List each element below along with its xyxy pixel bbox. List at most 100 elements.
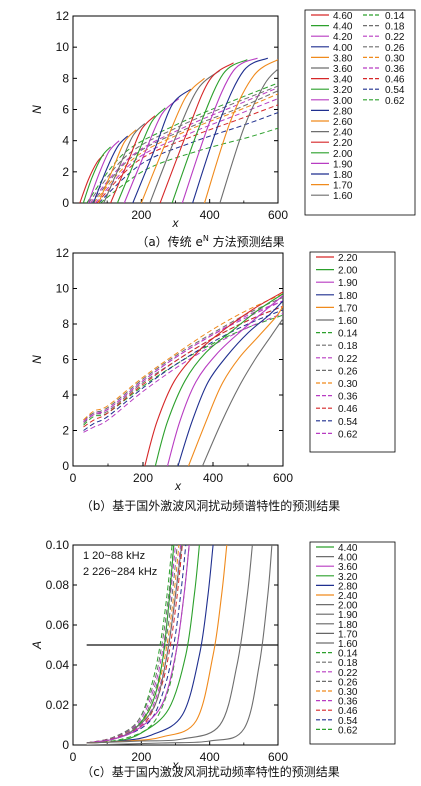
series-line-dashed	[96, 104, 278, 203]
series-line-solid	[123, 98, 180, 203]
y-tick-label-a: 12	[56, 9, 70, 23]
legend-label-c: 0.54	[338, 716, 358, 727]
series-line-solid	[177, 300, 283, 466]
legend-label-a: 1.70	[333, 181, 353, 192]
series-line-solid	[171, 59, 248, 203]
series-line-solid	[116, 107, 166, 203]
legend-label-a: 0.30	[385, 53, 405, 64]
legend-label-b: 2.00	[338, 266, 358, 277]
legend-label-c: 4.00	[338, 553, 358, 564]
legend-label-c: 3.60	[338, 562, 358, 573]
legend-label-a: 0.18	[385, 22, 405, 33]
legend-label-c: 0.46	[338, 706, 358, 717]
panel-a: 0 2 4 6 8 10 12 200 400 600 x N 4.604.404.204.003.80…	[30, 9, 416, 230]
y-tick-label-a: 8	[62, 71, 69, 85]
legend-label-a: 2.00	[333, 149, 353, 160]
x-tick-label-c: 200	[131, 750, 151, 764]
panel-b: 0 2 4 6 8 10 12 0 200 400 600 x N 2.20 2.001.90 1.801.7…	[30, 246, 396, 493]
series-line-solid	[187, 305, 283, 466]
caption-a: （a）传统 eN 方法预测结果	[0, 233, 421, 250]
series-line-dashed	[89, 87, 278, 203]
x-tick-label-c: 400	[200, 750, 220, 764]
legend-label-c: 4.40	[338, 543, 358, 554]
series-line-solid	[166, 295, 283, 466]
series-line-solid	[144, 291, 283, 466]
series-line-solid	[86, 545, 253, 744]
series-line-solid	[203, 59, 278, 203]
legend-label-b: 1.60	[338, 316, 358, 327]
y-tick-label-b: 10	[56, 282, 70, 296]
caption-c: （c）基于国内激波风洞扰动频率特性的预测结果	[81, 765, 340, 779]
x-tick-label-a: 400	[200, 208, 220, 222]
y-tick-label-a: 4	[62, 134, 69, 148]
series-line-dashed	[83, 300, 283, 423]
legend-label-c: 1.60	[338, 639, 358, 650]
legend-box-a	[304, 9, 416, 216]
x-axis-label-c: x	[172, 758, 180, 772]
legend-label-c: 3.20	[338, 572, 358, 583]
legend-label-a: 4.00	[333, 43, 353, 54]
series-line-dashed	[86, 82, 278, 203]
y-axis-label-c: A	[30, 641, 44, 650]
legend-label-b: 0.30	[338, 379, 358, 390]
y-tick-label-c: 0.08	[46, 578, 70, 592]
legend-label-a: 3.00	[333, 96, 353, 107]
legend-label-b: 0.46	[338, 404, 358, 415]
series-line-solid	[86, 545, 190, 744]
y-tick-label-c: 0.10	[46, 538, 70, 552]
legend-label-b: 0.54	[338, 417, 358, 428]
legend-label-a: 3.40	[333, 75, 353, 86]
legend-label-a: 1.80	[333, 170, 353, 181]
series-line-solid	[149, 70, 221, 203]
x-axis-label-a: x	[172, 216, 180, 230]
legend-label-c: 0.30	[338, 687, 358, 698]
y-tick-label-b: 2	[62, 424, 69, 438]
series-line-solid	[154, 293, 283, 466]
legend-label-a: 0.36	[385, 64, 405, 75]
legend-label-a: 0.14	[385, 11, 405, 22]
legend-label-b: 0.62	[338, 429, 358, 440]
legend-label-a: 4.20	[333, 32, 353, 43]
legend-label-a: 3.80	[333, 53, 353, 64]
legend-label-b: 0.36	[338, 392, 358, 403]
legend-label-a: 2.20	[333, 138, 353, 149]
legend-label-a: 2.40	[333, 128, 353, 139]
legend-label-c: 0.36	[338, 697, 358, 708]
y-tick-label-a: 0	[62, 196, 69, 210]
caption-b: （b）基于国外激波风洞扰动频谱特性的预测结果	[80, 499, 341, 513]
y-tick-label-c: 0.02	[46, 698, 70, 712]
x-tick-label-b: 0	[70, 471, 77, 485]
legend-label-b: 1.80	[338, 291, 358, 302]
series-group-b	[83, 291, 283, 466]
legend-label-c: 0.62	[338, 725, 358, 736]
y-tick-label-b: 4	[62, 388, 69, 402]
legend-label-a: 4.40	[333, 22, 353, 33]
x-tick-label-a: 600	[268, 208, 288, 222]
series-line-dashed	[88, 85, 278, 203]
legend-label-c: 0.18	[338, 658, 358, 669]
x-tick-label-c: 0	[70, 750, 77, 764]
y-tick-label-a: 6	[62, 103, 69, 117]
annotation-text: 1 20~88 kHz	[83, 550, 145, 562]
y-tick-label-b: 12	[56, 246, 70, 260]
series-line-solid	[98, 129, 137, 203]
series-line-dashed	[83, 300, 283, 422]
annotation-text: 2 226~284 kHz	[83, 566, 157, 578]
series-line-dashed	[86, 545, 176, 744]
series-line-dashed	[83, 293, 283, 421]
series-line-solid	[110, 115, 156, 203]
x-axis-label-b: x	[174, 479, 182, 493]
legend-label-c: 0.14	[338, 649, 358, 660]
legend-label-c: 1.90	[338, 610, 358, 621]
caption-a-prefix: （a）传统 e	[136, 235, 203, 249]
legend-label-b: 1.70	[338, 303, 358, 314]
legend-label-c: 1.80	[338, 620, 358, 631]
legend-label-a: 0.26	[385, 43, 405, 54]
legend-label-a: 0.54	[385, 85, 405, 96]
series-line-solid	[159, 62, 234, 203]
series-line-dashed	[91, 90, 278, 203]
legend-label-b: 1.90	[338, 278, 358, 289]
x-tick-label-b: 400	[203, 471, 223, 485]
